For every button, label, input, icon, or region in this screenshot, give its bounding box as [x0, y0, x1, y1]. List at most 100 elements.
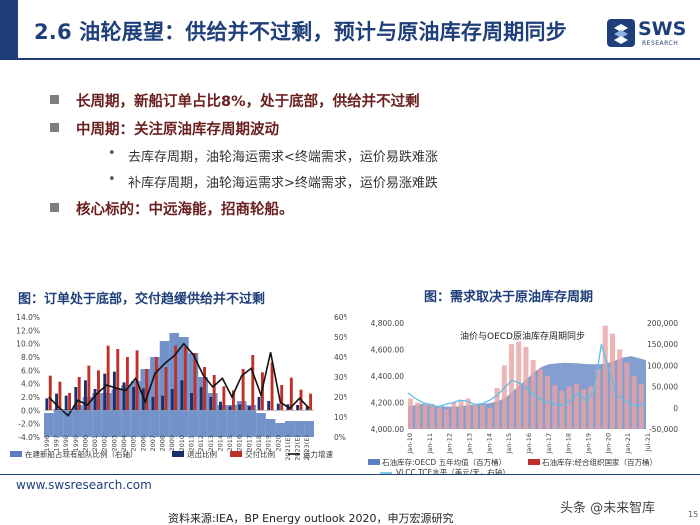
x-tick-label: 2000	[81, 435, 89, 452]
bar-oecd-inventory	[494, 387, 500, 429]
bar-delivery-ratio	[97, 370, 100, 411]
left-axis-tick-label: 4.0%	[21, 380, 40, 389]
right-axis-tick-label: 50%	[334, 333, 347, 342]
left-axis-tick-label: 4,200.00	[371, 399, 405, 408]
watermark: 头条 @未来智库	[560, 501, 656, 516]
bar-scrap-ratio	[122, 382, 126, 411]
x-tick-label: 2022(E)	[294, 435, 302, 461]
bar-oecd-inventory	[602, 325, 608, 429]
bullet-text: 长周期，新船订单占比8%，处于底部，供给并不过剩	[76, 94, 420, 110]
bar-delivery-ratio	[203, 367, 206, 411]
sub-bullet-text: 去库存周期，油轮海运需求<终端需求，运价易跌难涨	[128, 150, 438, 165]
bar-scrap-ratio	[257, 397, 261, 411]
bar-scrap-ratio	[74, 387, 78, 411]
bar-oecd-inventory	[444, 409, 450, 429]
source-note: 资料来源:IEA，BP Energy outlook 2020，申万宏源研究	[168, 512, 454, 525]
x-tick-label: 2013	[207, 435, 215, 452]
left-axis-tick-label: -2.0%	[18, 420, 40, 429]
bar-delivery-ratio	[68, 393, 71, 411]
page-number: 15	[688, 510, 699, 519]
bar-delivery-ratio	[116, 349, 120, 411]
legend-swatch	[528, 459, 540, 465]
left-axis-tick-label: -4.0%	[18, 433, 40, 442]
chart1-svg: 14.0% 12.0% 10.0% 8.0% 6.0% 4.0% 2.0% 0.0% -2.0%…	[10, 313, 347, 461]
bullet-item: 核心标的：中远海能，招商轮船。	[50, 198, 650, 226]
bar-delivery-ratio	[77, 377, 81, 411]
x-tick-label: 2009	[168, 435, 176, 452]
line-capacity-growth	[48, 342, 310, 417]
bar-delivery-ratio	[58, 381, 62, 411]
x-tick-label: 2010	[178, 435, 186, 452]
x-tick-label: 2008	[159, 435, 167, 452]
bar-oecd-inventory	[508, 344, 515, 429]
dot-bullet-icon: •	[108, 146, 116, 161]
bar-scrap-ratio	[219, 401, 222, 411]
bar-scrap-ratio	[190, 393, 193, 411]
left-axis-tick-label: 4,400.00	[371, 372, 405, 381]
title-divider	[0, 58, 700, 60]
bar-newbuild-ratio	[294, 421, 305, 437]
left-axis-tick-label: 2.0%	[21, 393, 40, 402]
bar-newbuild-ratio	[121, 385, 131, 437]
bar-scrap-ratio	[84, 380, 87, 411]
bar-delivery-ratio	[212, 375, 216, 411]
right-axis-tick-label: 20%	[334, 393, 347, 402]
bar-scrap-ratio	[170, 389, 174, 411]
bullet-list: 长周期，新船订单占比8%，处于底部，供给并不过剩 中周期：关注原油库存周期波动 …	[50, 90, 650, 226]
x-tick-label: 2005	[130, 435, 138, 452]
x-tick-label: 2014	[216, 435, 224, 452]
bar-newbuild-ratio	[265, 419, 276, 437]
bar-oecd-inventory	[638, 383, 644, 429]
bar-delivery-ratio	[87, 365, 91, 411]
x-tick-label: 1996	[43, 435, 51, 452]
bar-oecd-inventory	[631, 376, 637, 429]
x-tick-label: 1998	[62, 435, 70, 452]
x-tick-label: 2016	[236, 435, 244, 452]
bar-newbuild-ratio	[44, 413, 54, 437]
x-tick-label: 1999	[72, 435, 80, 452]
bar-scrap-ratio	[238, 404, 242, 411]
bar-oecd-inventory	[624, 362, 630, 429]
bullet-text: 中周期：关注原油库存周期波动	[76, 122, 279, 138]
x-tick-label: Jan-14	[485, 433, 493, 455]
legend-swatch	[10, 451, 22, 457]
bar-delivery-ratio	[232, 390, 235, 411]
right-axis-tick-label: 0%	[334, 433, 346, 442]
bar-oecd-inventory	[588, 386, 594, 429]
bar-newbuild-ratio	[217, 405, 228, 437]
logo-subtext: RESEARCH	[642, 40, 679, 47]
bar-oecd-inventory	[487, 407, 493, 429]
chart2-title: 图：需求取决于原油库存周期	[424, 290, 594, 305]
x-tick-label: Jan-15	[505, 433, 513, 455]
legend-label: 在建新船占现有船队比例（右轴）	[25, 449, 138, 459]
right-axis-tick-label: 30%	[334, 373, 347, 382]
bullet-item: 中周期：关注原油库存周期波动	[50, 118, 650, 146]
x-tick-label: 2003	[110, 435, 118, 452]
x-tick-label: Jan-11	[426, 433, 434, 455]
sws-logo: SWS RESEARCH	[606, 18, 696, 50]
bar-oecd-inventory	[465, 398, 471, 429]
bar-oecd-inventory	[552, 385, 558, 429]
bar-oecd-inventory	[429, 403, 435, 429]
bar-oecd-inventory	[581, 389, 587, 429]
legend-label: 石油库存:OECD 五年均值（百万桶）	[382, 457, 506, 467]
bar-delivery-ratio	[280, 385, 284, 411]
x-tick-label: 2007	[149, 435, 157, 452]
legend-label: 石油库存:经合组织国家（百万桶）	[542, 457, 657, 467]
bar-newbuild-ratio	[236, 401, 247, 437]
bar-scrap-ratio	[161, 395, 165, 411]
square-bullet-icon	[50, 203, 59, 212]
x-tick-label: 2012	[197, 435, 205, 452]
bar-oecd-inventory	[472, 403, 478, 429]
bar-scrap-ratio	[141, 388, 145, 411]
legend-swatch	[230, 451, 242, 457]
bar-delivery-ratio	[193, 353, 197, 411]
bar-newbuild-ratio	[63, 409, 73, 437]
x-tick-label: 2023(E)	[303, 435, 311, 461]
footer-url[interactable]: www.swsresearch.com	[16, 478, 152, 492]
bar-oecd-inventory	[458, 401, 464, 429]
bar-delivery-ratio	[48, 375, 52, 411]
left-axis-tick-label: 14.0%	[16, 313, 40, 322]
bar-scrap-ratio	[45, 398, 49, 411]
bar-newbuild-ratio	[53, 409, 64, 437]
